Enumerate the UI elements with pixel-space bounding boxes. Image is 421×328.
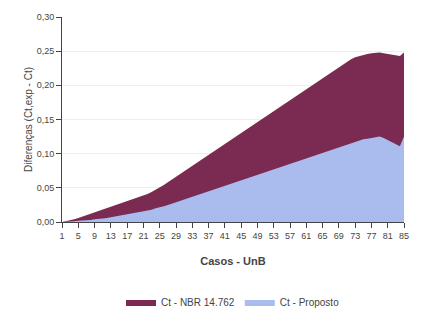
svg-text:0,15: 0,15	[37, 115, 55, 125]
svg-text:73: 73	[350, 231, 360, 241]
svg-text:57: 57	[285, 231, 295, 241]
svg-text:49: 49	[252, 231, 262, 241]
svg-text:Diferenças (Ct,exp - Ct): Diferenças (Ct,exp - Ct)	[23, 67, 34, 172]
svg-text:13: 13	[106, 231, 116, 241]
svg-text:53: 53	[269, 231, 279, 241]
svg-text:61: 61	[301, 231, 311, 241]
svg-text:0,10: 0,10	[37, 149, 55, 159]
svg-text:77: 77	[366, 231, 376, 241]
svg-text:0,05: 0,05	[37, 183, 55, 193]
svg-text:33: 33	[187, 231, 197, 241]
svg-text:0,20: 0,20	[37, 80, 55, 90]
svg-text:21: 21	[138, 231, 148, 241]
svg-text:0,00: 0,00	[37, 217, 55, 227]
svg-text:65: 65	[318, 231, 328, 241]
svg-text:29: 29	[171, 231, 181, 241]
svg-text:Ct - NBR 14.762: Ct - NBR 14.762	[161, 297, 235, 308]
svg-text:81: 81	[383, 231, 393, 241]
svg-text:45: 45	[236, 231, 246, 241]
svg-text:25: 25	[155, 231, 165, 241]
svg-text:69: 69	[334, 231, 344, 241]
svg-text:9: 9	[92, 231, 97, 241]
svg-text:17: 17	[122, 231, 132, 241]
svg-text:85: 85	[399, 231, 409, 241]
svg-text:Ct - Proposto: Ct - Proposto	[280, 297, 339, 308]
svg-text:37: 37	[204, 231, 214, 241]
svg-text:41: 41	[220, 231, 230, 241]
svg-text:5: 5	[76, 231, 81, 241]
svg-text:0,30: 0,30	[37, 12, 55, 22]
svg-text:1: 1	[59, 231, 64, 241]
svg-text:0,25: 0,25	[37, 46, 55, 56]
svg-text:Casos - UnB: Casos - UnB	[200, 255, 265, 267]
